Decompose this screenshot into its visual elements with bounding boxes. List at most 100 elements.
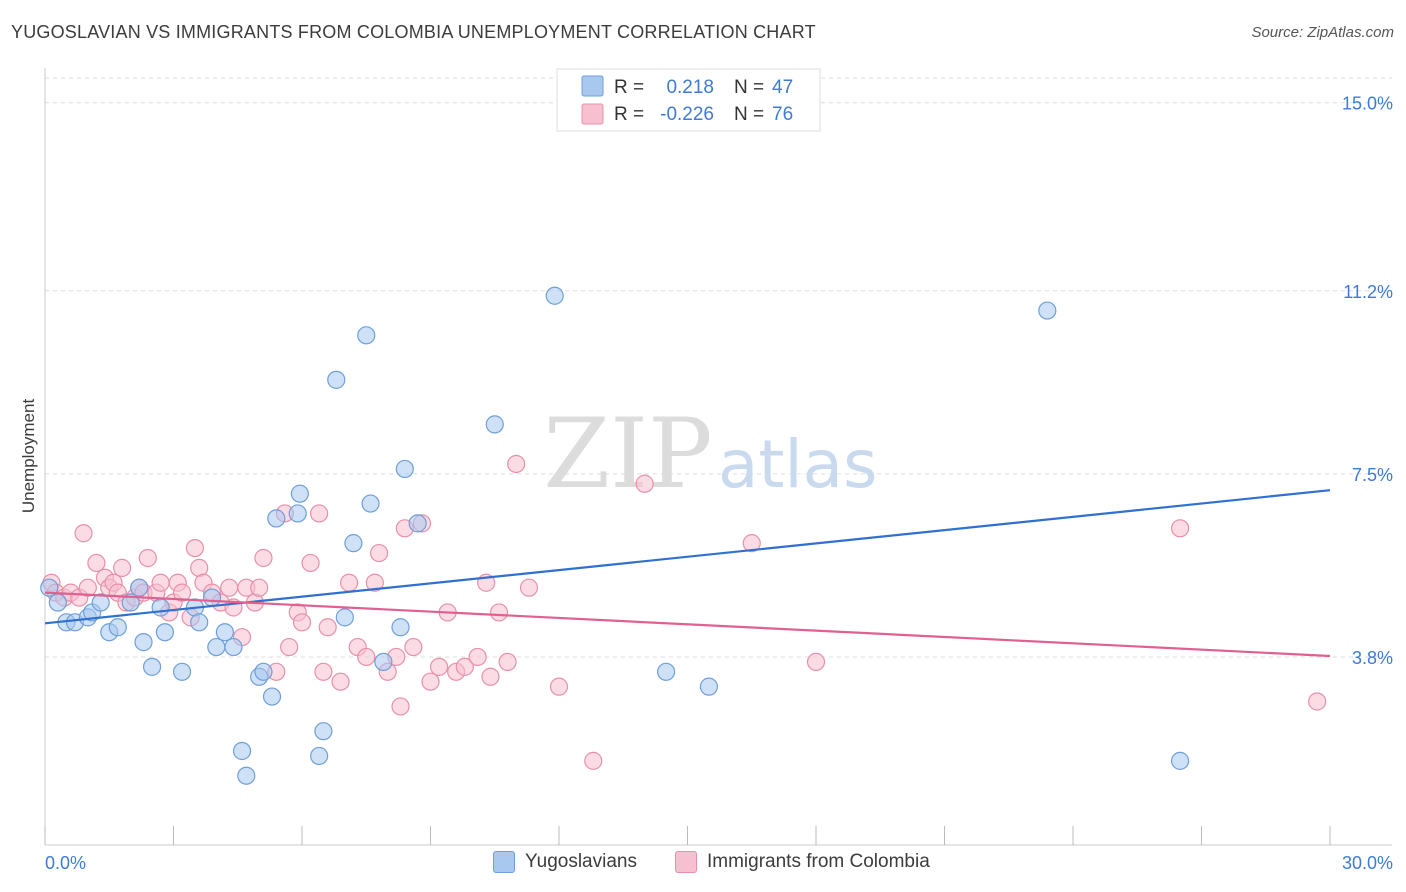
data-point-colombia: [370, 543, 389, 563]
data-point-yugoslavian: [391, 618, 410, 637]
data-point-colombia: [87, 553, 106, 573]
data-point-yugoslavian: [215, 623, 234, 642]
data-point-yugoslavian: [288, 504, 307, 523]
legend-label-yugoslavians: Yugoslavians: [525, 851, 637, 872]
top-legend: R = 0.218 N = 47 R = -0.226 N = 76: [556, 68, 821, 132]
data-point-colombia: [314, 662, 333, 681]
data-point-colombia: [138, 548, 157, 568]
watermark: ZIP atlas: [543, 398, 877, 510]
y-tick-label: 15.0%: [1342, 94, 1393, 114]
data-point-yugoslavian: [314, 722, 333, 741]
data-point-colombia: [74, 524, 93, 543]
watermark-zip: ZIP: [543, 398, 712, 510]
data-point-colombia: [404, 637, 423, 657]
data-point-colombia: [301, 553, 320, 573]
legend-n-value-1: 47: [772, 77, 793, 98]
data-point-yugoslavian: [361, 494, 380, 513]
x-tick-label: 0.0%: [45, 853, 86, 873]
data-point-yugoslavian: [656, 662, 676, 681]
data-point-yugoslavian: [335, 608, 354, 627]
chart-title: YUGOSLAVIAN VS IMMIGRANTS FROM COLOMBIA …: [11, 22, 816, 42]
legend-item-yugoslavians: Yugoslavians: [493, 851, 637, 873]
data-point-colombia: [220, 578, 239, 597]
legend-swatch-colombia: [675, 851, 697, 873]
data-point-colombia: [280, 637, 299, 657]
data-point-yugoslavian: [395, 459, 414, 479]
data-point-colombia: [1308, 692, 1327, 711]
data-point-yugoslavian: [1170, 751, 1190, 770]
legend-item-colombia: Immigrants from Colombia: [675, 851, 930, 873]
data-point-colombia: [468, 647, 487, 667]
data-point-colombia: [391, 697, 410, 716]
legend-n-label-1: N =: [734, 77, 764, 98]
data-point-colombia: [549, 677, 569, 696]
legend-label-colombia: Immigrants from Colombia: [707, 851, 930, 872]
data-point-colombia: [310, 504, 329, 523]
data-point-colombia: [1170, 519, 1190, 538]
data-point-yugoslavian: [545, 286, 564, 305]
data-point-yugoslavian: [48, 593, 67, 612]
data-point-yugoslavian: [172, 662, 192, 681]
data-point-yugoslavian: [130, 578, 149, 597]
data-point-yugoslavian: [134, 633, 153, 652]
data-point-colombia: [806, 652, 826, 672]
data-point-yugoslavian: [142, 657, 162, 676]
data-point-colombia: [254, 548, 273, 568]
data-point-colombia: [340, 573, 359, 592]
data-point-colombia: [498, 652, 517, 672]
source-label: Source: ZipAtlas.com: [1251, 24, 1394, 41]
data-point-colombia: [185, 538, 205, 558]
data-point-yugoslavian: [408, 514, 427, 533]
data-point-yugoslavian: [207, 637, 226, 657]
data-point-colombia: [429, 657, 449, 676]
series-blue-points: [40, 286, 1190, 785]
legend-swatch-blue: [581, 75, 604, 97]
data-point-yugoslavian: [310, 746, 329, 766]
x-tick-label: 30.0%: [1342, 853, 1393, 873]
y-axis-label: Unemployment: [19, 399, 38, 514]
data-point-colombia: [481, 667, 500, 686]
data-point-yugoslavian: [237, 766, 256, 785]
axes: [44, 68, 1392, 846]
y-tick-label: 11.2%: [1343, 282, 1393, 302]
y-tick-label: 3.8%: [1352, 648, 1393, 668]
legend-swatch-yugoslavians: [493, 851, 515, 873]
data-point-yugoslavian: [151, 598, 170, 617]
data-point-yugoslavian: [202, 588, 222, 607]
data-point-yugoslavian: [40, 578, 59, 597]
data-point-colombia: [365, 573, 384, 592]
data-point-colombia: [421, 672, 440, 691]
data-point-colombia: [519, 578, 539, 597]
y-tick-label: 7.5%: [1352, 465, 1393, 485]
data-point-yugoslavian: [254, 662, 273, 681]
x-tick-labels: 0.0% 30.0%: [45, 853, 1393, 873]
grid-lines: [45, 77, 1392, 658]
data-point-colombia: [357, 647, 376, 667]
data-point-yugoslavian: [108, 618, 127, 637]
trend-line-colombia: [44, 591, 1331, 658]
data-point-colombia: [172, 583, 192, 602]
data-point-yugoslavian: [224, 637, 243, 657]
legend-n-value-2: 76: [772, 104, 793, 125]
data-point-yugoslavian: [357, 326, 376, 345]
y-tick-labels: 3.8% 7.5% 11.2% 15.0%: [1342, 94, 1393, 668]
data-point-colombia: [318, 618, 337, 637]
data-point-yugoslavian: [190, 613, 209, 632]
data-point-colombia: [635, 474, 654, 493]
data-point-colombia: [250, 578, 269, 597]
data-point-colombia: [507, 454, 526, 474]
data-point-colombia: [742, 534, 761, 553]
data-point-colombia: [455, 657, 474, 676]
data-point-colombia: [78, 578, 97, 597]
data-point-colombia: [292, 613, 312, 632]
legend-r-label-2: R =: [614, 104, 644, 125]
data-point-yugoslavian: [262, 687, 282, 706]
data-point-yugoslavian: [699, 677, 719, 696]
data-point-yugoslavian: [374, 652, 393, 672]
data-point-yugoslavian: [121, 593, 140, 612]
legend-r-value-1: 0.218: [666, 77, 714, 98]
data-point-yugoslavian: [344, 534, 363, 553]
data-point-colombia: [584, 751, 603, 770]
legend-r-label-1: R =: [614, 77, 644, 98]
data-point-yugoslavian: [232, 741, 252, 761]
